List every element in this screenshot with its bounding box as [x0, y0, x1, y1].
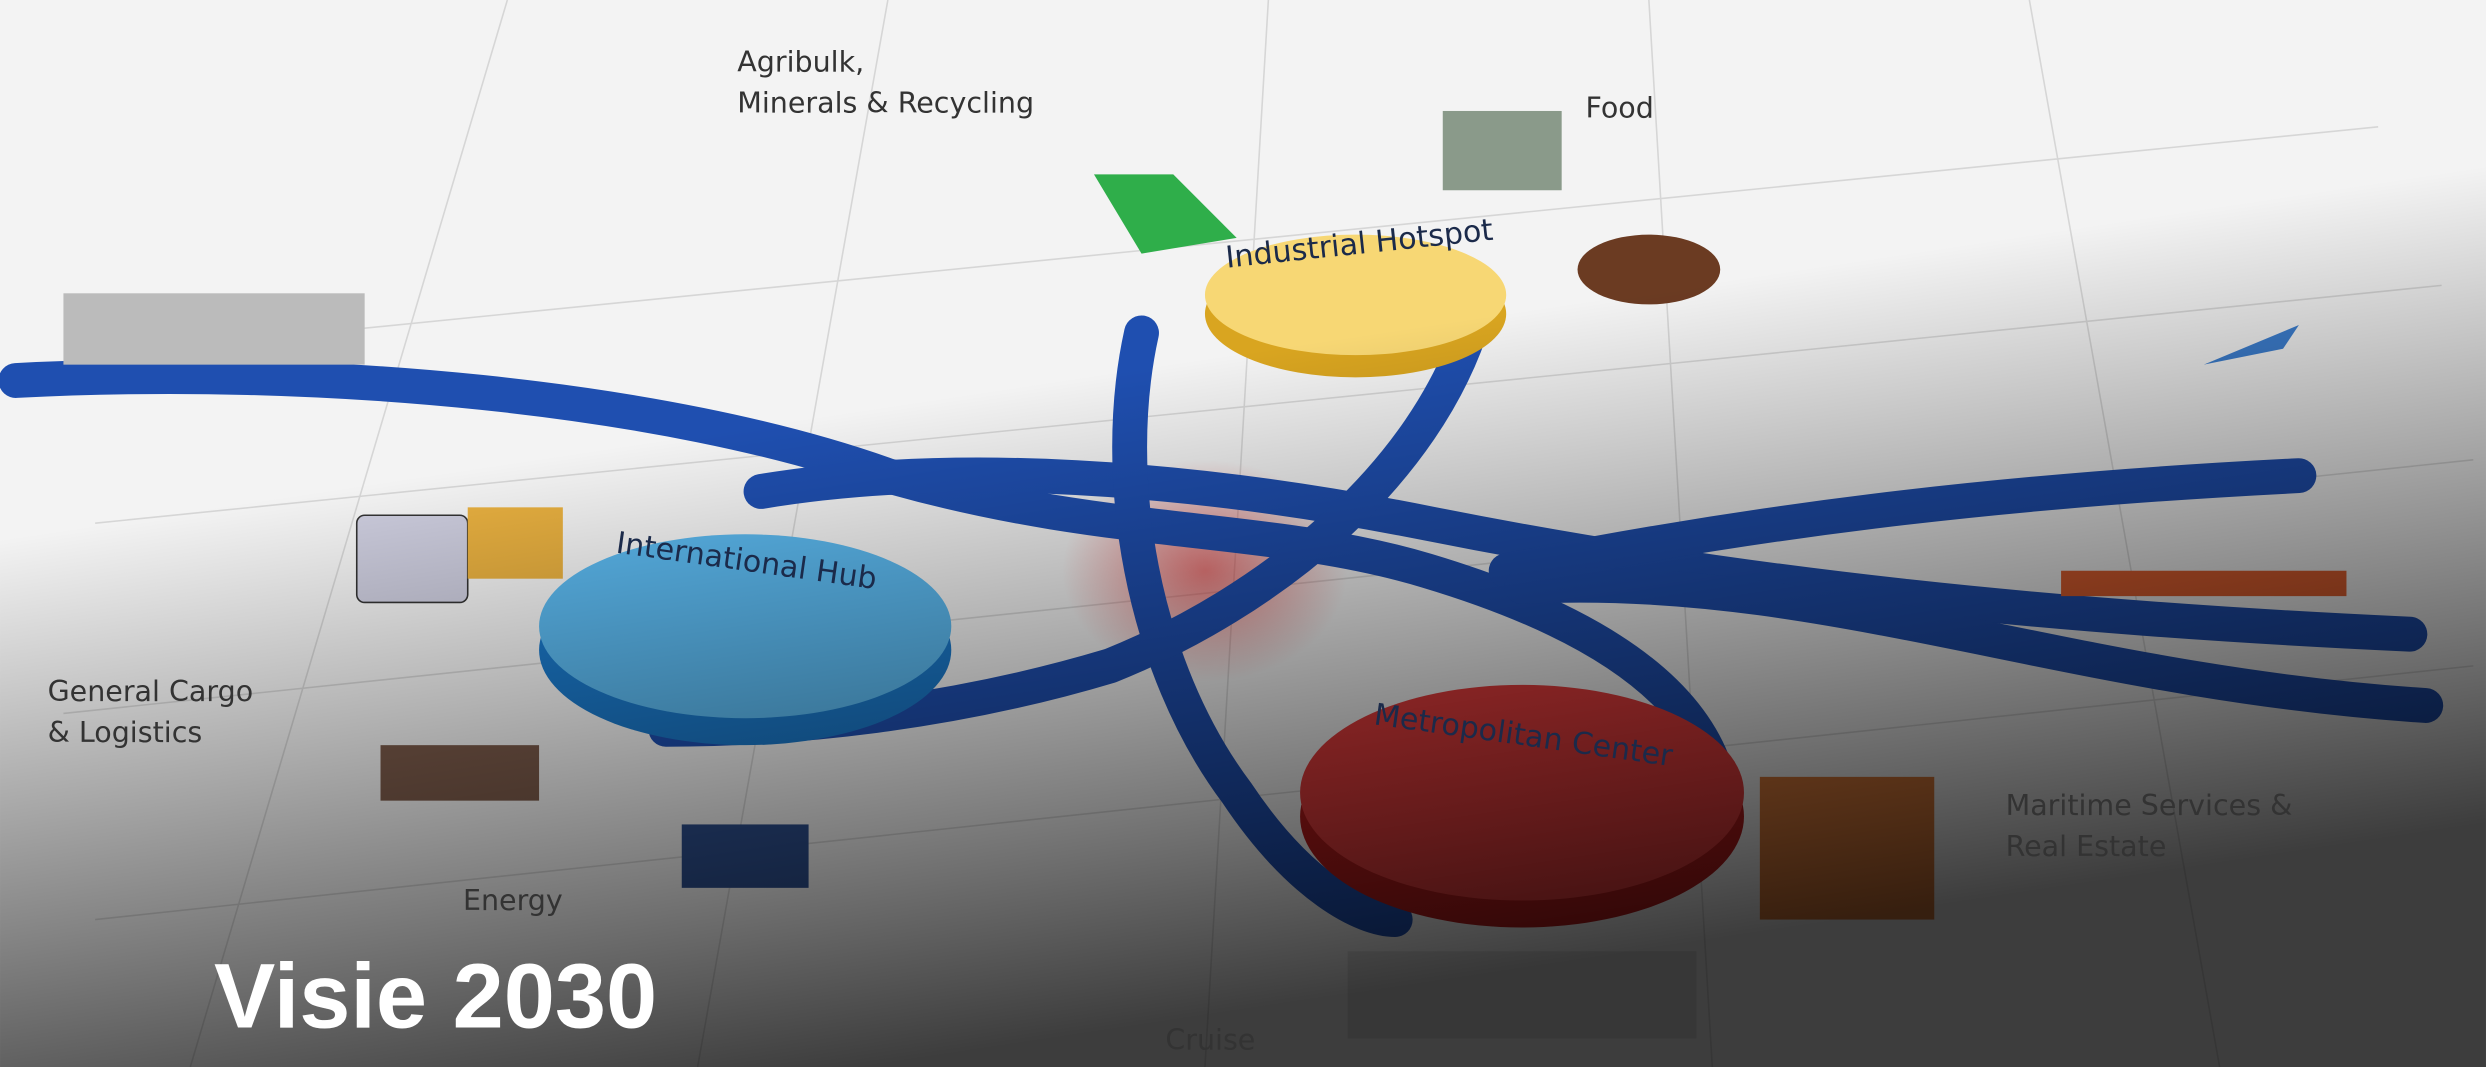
page-title: Visie 2030 — [214, 945, 657, 1047]
sector-label: Real Estate — [2006, 830, 2167, 863]
sector-label: & Logistics — [48, 716, 203, 749]
sector-label: General Cargo — [48, 675, 254, 708]
illustration: Visie 2030International HubIndustrial Ho… — [0, 0, 2486, 1067]
sector-label: Food — [1585, 91, 1653, 124]
sector-label: Maritime Services & — [2006, 789, 2293, 822]
sector-label: Agribulk, — [737, 45, 864, 78]
shading — [0, 0, 2486, 1067]
sector-label: Energy — [463, 884, 563, 917]
sector-label: Minerals & Recycling — [737, 87, 1034, 120]
sector-label: Cruise — [1165, 1024, 1255, 1057]
page: Visie 2030International HubIndustrial Ho… — [0, 0, 2486, 1067]
